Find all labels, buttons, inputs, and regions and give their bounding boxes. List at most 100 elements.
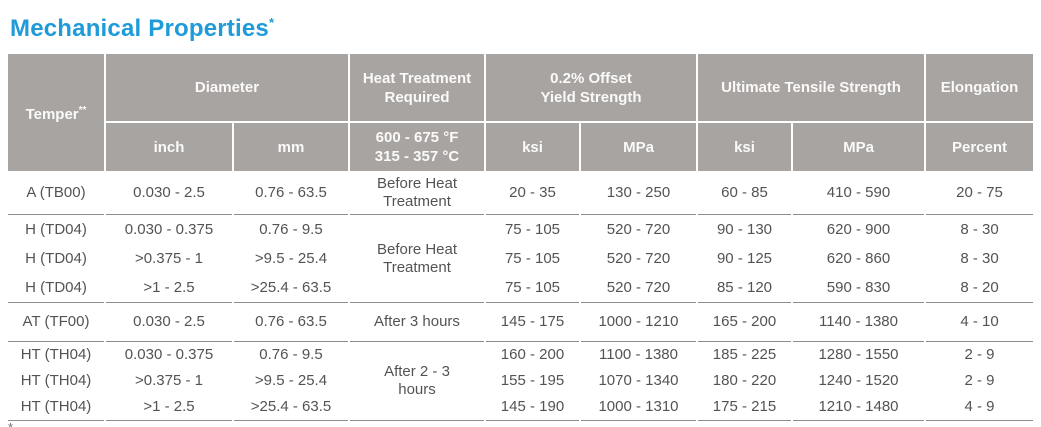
- cell-uts-ksi: 175 - 215: [712, 398, 777, 415]
- page-title-text: Mechanical Properties: [10, 15, 269, 42]
- cell-uts-mpa: 410 - 590: [826, 183, 891, 201]
- cell-uts-ksi: 60 - 85: [721, 183, 768, 201]
- cell-diameter-mm: 0.76 - 9.5: [259, 220, 323, 238]
- cell-diameter-mm: >25.4 - 63.5: [250, 278, 332, 296]
- cell-yield-ksi: 160 - 200: [500, 346, 565, 363]
- cell-yield-mpa: 1000 - 1210: [598, 313, 679, 330]
- cell-uts-mpa: 590 - 830: [826, 278, 891, 296]
- cell-temper: HT (TH04): [20, 372, 92, 389]
- cell-uts-ksi: 180 - 220: [712, 372, 777, 389]
- heat-temp-fahrenheit: 600 - 675 °F: [375, 129, 459, 146]
- table-row-group-at: AT (TF00) 0.030 - 2.5 0.76 - 63.5 After …: [8, 303, 1033, 341]
- col-subheader-mm: mm: [234, 123, 348, 171]
- col-subheader-percent: Percent: [926, 123, 1033, 171]
- cell-elongation: 8 - 20: [960, 278, 999, 296]
- col-header-temper-footnote-marker: **: [78, 105, 87, 116]
- cell-yield-mpa: 130 - 250: [606, 183, 671, 201]
- heat-temp-celsius: 315 - 357 °C: [374, 148, 460, 165]
- cell-diameter-inch: 0.030 - 0.375: [124, 346, 214, 363]
- col-subheader-inch: inch: [106, 123, 232, 171]
- cell-elongation: 4 - 9: [964, 398, 995, 415]
- col-header-elongation: Elongation: [926, 54, 1033, 121]
- col-header-ultimate-tensile-strength: Ultimate Tensile Strength: [698, 54, 924, 121]
- col-subheader-uts-ksi: ksi: [698, 123, 791, 171]
- cell-elongation: 2 - 9: [964, 372, 995, 389]
- cell-uts-mpa: 620 - 860: [826, 249, 891, 267]
- cell-uts-mpa: 1140 - 1380: [819, 313, 898, 330]
- cell-yield-ksi: 145 - 190: [500, 398, 565, 415]
- col-subheader-uts-mpa: MPa: [793, 123, 924, 171]
- cell-uts-mpa: 1240 - 1520: [818, 372, 899, 389]
- cell-uts-mpa: 1210 - 1480: [818, 398, 899, 415]
- col-header-yield-strength: 0.2% Offset Yield Strength: [486, 54, 696, 121]
- cell-diameter-inch: >0.375 - 1: [135, 372, 203, 389]
- mechanical-properties-table: Temper** Diameter Heat Treatment Require…: [8, 54, 1033, 421]
- footnote-marker: *: [8, 421, 13, 427]
- col-subheader-yield-mpa: MPa: [581, 123, 696, 171]
- cell-yield-ksi: 75 - 105: [504, 249, 561, 267]
- row-divider: [8, 341, 1033, 342]
- cell-uts-ksi: 90 - 130: [716, 220, 773, 238]
- cell-diameter-mm: >9.5 - 25.4: [254, 249, 328, 267]
- cell-diameter-inch: 0.030 - 0.375: [124, 220, 214, 238]
- cell-uts-mpa: 620 - 900: [826, 220, 891, 238]
- cell-diameter-inch: >1 - 2.5: [143, 278, 195, 296]
- cell-yield-mpa: 520 - 720: [606, 249, 671, 267]
- table-row-group-ht: HT (TH04) 0.030 - 0.375 0.76 - 9.5 160 -…: [8, 342, 1033, 420]
- cell-diameter-mm: >9.5 - 25.4: [254, 372, 328, 389]
- cell-yield-ksi: 75 - 105: [504, 220, 561, 238]
- page-title-footnote-marker: *: [268, 15, 275, 30]
- cell-heat-treatment: Before Heat Treatment: [376, 174, 458, 210]
- cell-uts-ksi: 165 - 200: [712, 313, 777, 330]
- cell-heat-treatment: Before Heat Treatment: [376, 240, 458, 276]
- cell-yield-mpa: 1100 - 1380: [599, 346, 678, 363]
- page-title: Mechanical Properties*: [10, 8, 1041, 44]
- cell-yield-ksi: 20 - 35: [509, 183, 556, 201]
- col-header-heat-treatment: Heat Treatment Required: [350, 54, 484, 121]
- cell-diameter-inch: >1 - 2.5: [143, 398, 195, 415]
- cell-diameter-inch: 0.030 - 2.5: [133, 313, 205, 330]
- cell-temper: HT (TH04): [20, 346, 92, 363]
- cell-yield-mpa: 1070 - 1340: [598, 372, 679, 389]
- cell-elongation: 20 - 75: [956, 183, 1003, 201]
- cell-heat-treatment: After 2 - 3 hours: [384, 363, 450, 398]
- cell-elongation: 2 - 9: [964, 346, 995, 363]
- cell-uts-ksi: 85 - 120: [716, 278, 773, 296]
- cell-diameter-inch: >0.375 - 1: [135, 249, 203, 267]
- cell-diameter-mm: 0.76 - 63.5: [255, 183, 327, 201]
- cell-temper: HT (TH04): [20, 398, 92, 415]
- cell-uts-mpa: 1280 - 1550: [818, 346, 899, 363]
- table-bottom-border: [8, 420, 1033, 421]
- row-divider: [8, 214, 1033, 215]
- col-header-temper-label: Temper: [25, 106, 79, 123]
- col-header-temper: Temper**: [8, 54, 104, 171]
- cell-yield-mpa: 520 - 720: [606, 220, 671, 238]
- table-row-group-h: H (TD04) 0.030 - 0.375 0.76 - 9.5 75 - 1…: [8, 215, 1033, 302]
- cell-diameter-mm: 0.76 - 63.5: [255, 313, 327, 330]
- cell-diameter-inch: 0.030 - 2.5: [133, 183, 205, 201]
- table-header: Temper** Diameter Heat Treatment Require…: [8, 54, 1033, 171]
- cell-temper: H (TD04): [25, 249, 87, 267]
- cell-temper: A (TB00): [26, 183, 86, 201]
- col-subheader-yield-ksi: ksi: [486, 123, 579, 171]
- cell-yield-ksi: 145 - 175: [500, 313, 565, 330]
- table-row-group-a: A (TB00) 0.030 - 2.5 0.76 - 63.5 Before …: [8, 171, 1033, 214]
- cell-elongation: 4 - 10: [960, 313, 999, 330]
- cell-yield-ksi: 155 - 195: [500, 372, 565, 389]
- cell-yield-mpa: 520 - 720: [606, 278, 671, 296]
- col-subheader-heat-temperature: 600 - 675 °F 315 - 357 °C: [350, 123, 484, 171]
- cell-diameter-mm: >25.4 - 63.5: [250, 398, 332, 415]
- cell-diameter-mm: 0.76 - 9.5: [259, 346, 323, 363]
- row-divider: [8, 302, 1033, 303]
- footnote-clipped: *: [8, 421, 1041, 427]
- cell-temper: AT (TF00): [22, 313, 90, 330]
- cell-uts-ksi: 90 - 125: [716, 249, 773, 267]
- cell-uts-ksi: 185 - 225: [712, 346, 777, 363]
- cell-temper: H (TD04): [25, 220, 87, 238]
- cell-temper: H (TD04): [25, 278, 87, 296]
- cell-elongation: 8 - 30: [960, 220, 999, 238]
- cell-yield-mpa: 1000 - 1310: [598, 398, 679, 415]
- cell-elongation: 8 - 30: [960, 249, 999, 267]
- cell-heat-treatment: After 3 hours: [374, 313, 460, 330]
